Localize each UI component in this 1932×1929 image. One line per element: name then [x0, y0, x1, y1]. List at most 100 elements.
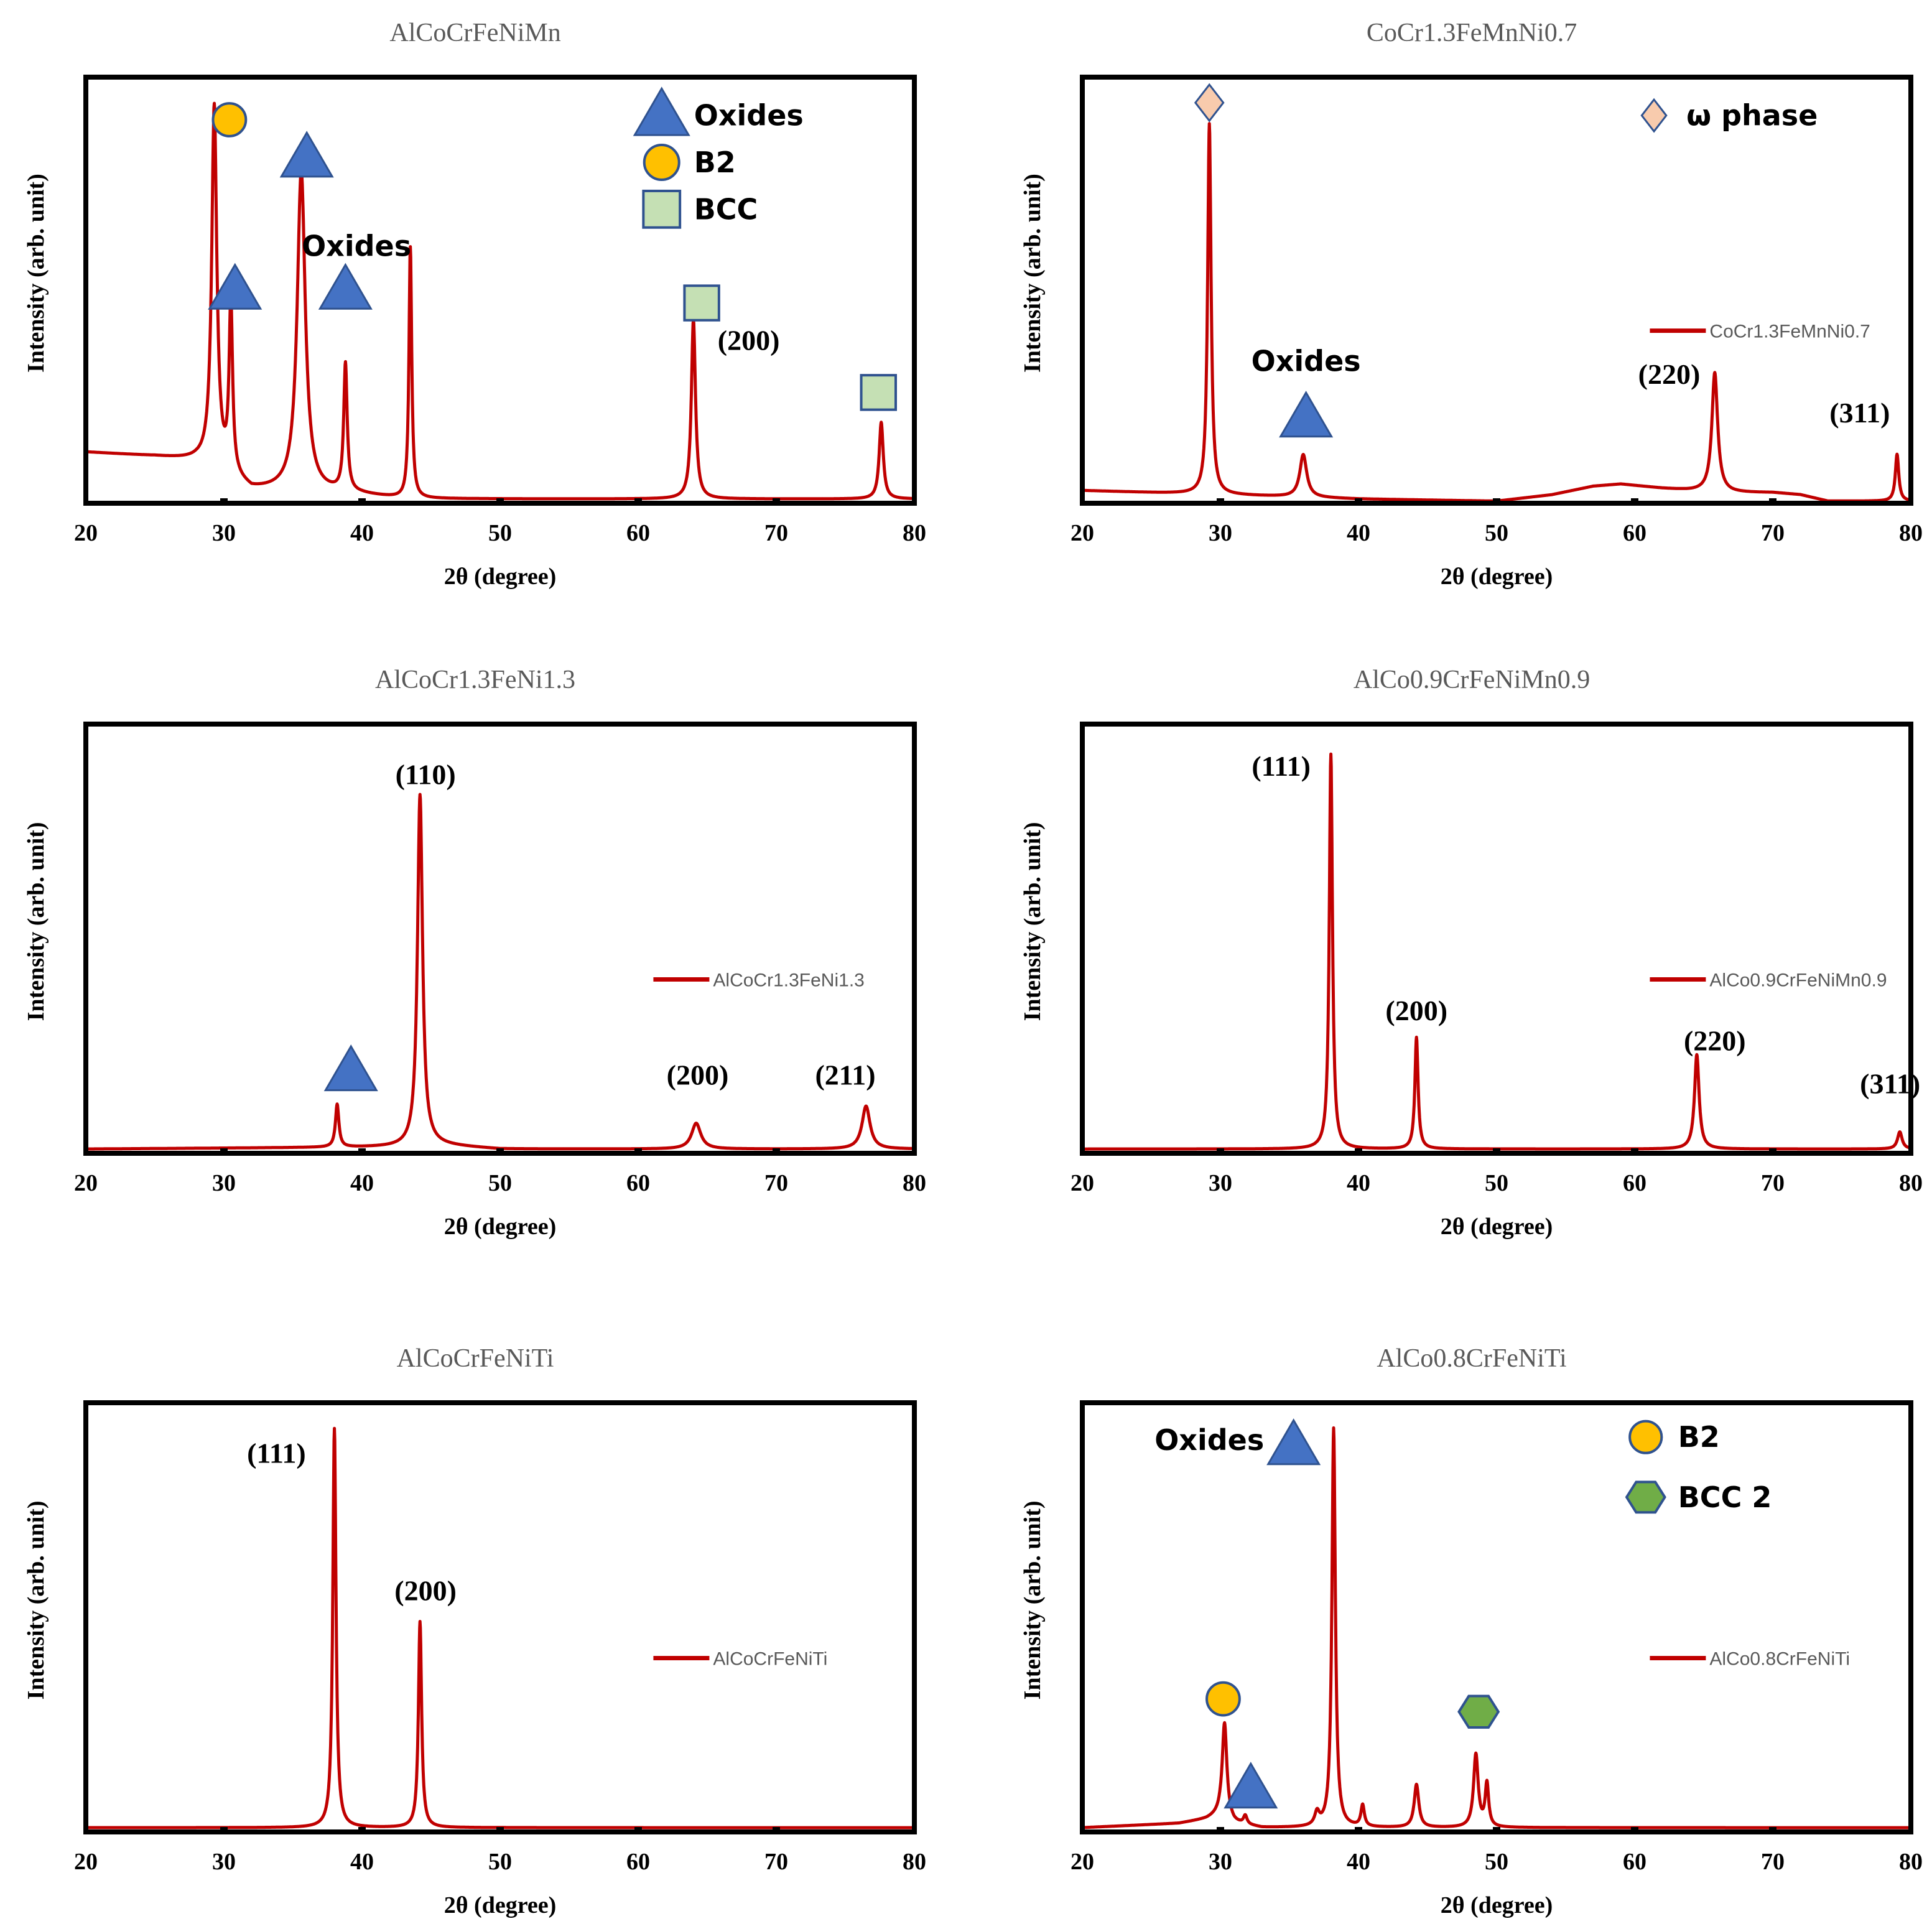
peak-index-label: (220)	[1638, 358, 1701, 390]
legend-series-label: AlCoCrFeNiTi	[713, 1649, 827, 1670]
x-tick-label: 80	[903, 1170, 926, 1196]
y-axis-label: Intensity (arb. unit)	[23, 174, 49, 373]
x-tick-label: 80	[1899, 1849, 1923, 1875]
x-tick-mark	[1631, 1148, 1638, 1155]
x-tick-label: 40	[1347, 520, 1370, 546]
x-axis-label: 2θ (degree)	[444, 1892, 557, 1918]
x-tick-mark	[773, 1148, 780, 1155]
x-tick-label: 40	[350, 1170, 374, 1196]
x-tick-label: 60	[1623, 520, 1646, 546]
x-axis-label: 2θ (degree)	[1441, 1892, 1553, 1918]
panel-title: AlCoCrFeNiMn	[389, 19, 560, 47]
x-tick-mark	[773, 498, 780, 504]
peak-index-label: (111)	[1252, 750, 1311, 782]
x-tick-label: 40	[1347, 1170, 1370, 1196]
x-tick-label: 40	[1347, 1849, 1370, 1875]
legend-hexagon-icon	[1625, 1480, 1666, 1514]
legend-label: Oxides	[694, 99, 804, 132]
x-tick-mark	[1355, 1148, 1362, 1155]
triangle-marker	[1279, 391, 1334, 438]
x-tick-label: 40	[350, 1849, 374, 1875]
x-tick-mark	[1217, 498, 1224, 504]
triangle-marker	[1266, 1418, 1321, 1466]
x-tick-mark	[1493, 1827, 1500, 1833]
triangle-marker	[1224, 1762, 1278, 1809]
y-axis-label: Intensity (arb. unit)	[1019, 174, 1046, 373]
xrd-pattern-line	[1081, 1426, 1912, 1829]
y-axis-label: Intensity (arb. unit)	[1019, 1500, 1046, 1699]
x-axis-label: 2θ (degree)	[444, 1214, 557, 1240]
x-tick-label: 20	[1070, 1849, 1094, 1875]
legend-circle-icon	[643, 144, 680, 181]
phase-annotation: Oxides	[1252, 345, 1361, 378]
x-tick-label: 60	[626, 1170, 650, 1196]
panel-title: AlCoCr1.3FeNi1.3	[375, 666, 575, 694]
x-tick-mark	[220, 1827, 228, 1833]
xrd-panel-3: AlCoCr1.3FeNi1.3 20 30 40 50 60 70 80 2θ (degree…	[23, 666, 926, 1240]
panel-title: AlCo0.9CrFeNiMn0.9	[1354, 666, 1590, 694]
legend-series-label: AlCoCr1.3FeNi1.3	[713, 970, 864, 991]
legend-series-label: AlCo0.8CrFeNiTi	[1709, 1649, 1850, 1670]
x-tick-mark	[1493, 498, 1500, 504]
x-tick-mark	[1769, 498, 1776, 504]
panel-title: AlCo0.8CrFeNiTi	[1377, 1344, 1566, 1373]
y-axis-label: Intensity (arb. unit)	[23, 822, 49, 1021]
x-tick-label: 20	[1070, 520, 1094, 546]
x-tick-label: 80	[903, 1849, 926, 1875]
peak-index-label: (311)	[1829, 397, 1890, 429]
xrd-pattern-line	[1081, 752, 1912, 1151]
x-tick-mark	[1493, 1148, 1500, 1155]
x-tick-label: 80	[1899, 1170, 1923, 1196]
legend-diamond-icon	[1640, 98, 1668, 133]
y-axis-label: Intensity (arb. unit)	[1019, 822, 1046, 1021]
legend-label: B2	[1678, 1420, 1720, 1454]
x-tick-label: 60	[1623, 1170, 1646, 1196]
panel-title: AlCoCrFeNiTi	[397, 1344, 554, 1373]
peak-index-label: (311)	[1860, 1067, 1920, 1099]
x-tick-mark	[358, 498, 366, 504]
x-tick-label: 70	[1761, 1170, 1785, 1196]
x-tick-label: 20	[1070, 1170, 1094, 1196]
peak-index-label: (211)	[815, 1059, 875, 1091]
x-tick-label: 30	[212, 1849, 236, 1875]
triangle-marker	[318, 263, 373, 310]
x-tick-label: 80	[903, 520, 926, 546]
panel-title: CoCr1.3FeMnNi0.7	[1367, 19, 1577, 47]
legend-label: B2	[694, 146, 736, 179]
square-marker	[860, 374, 898, 411]
x-tick-label: 70	[1761, 520, 1785, 546]
peak-index-label: (220)	[1684, 1025, 1746, 1056]
x-tick-label: 30	[1209, 1849, 1232, 1875]
xrd-pattern-line	[85, 1426, 916, 1829]
circle-marker	[1205, 1681, 1241, 1717]
x-tick-label: 30	[212, 520, 236, 546]
x-tick-mark	[1355, 1827, 1362, 1833]
y-axis-label: Intensity (arb. unit)	[23, 1500, 49, 1699]
plot-frame	[83, 722, 917, 1156]
legend-circle-icon	[1628, 1420, 1663, 1454]
x-tick-mark	[1217, 1827, 1224, 1833]
xrd-panel-4: AlCo0.9CrFeNiMn0.9 20 30 40 50 60 70 80 2θ (degr…	[1019, 666, 1923, 1240]
x-tick-label: 80	[1899, 520, 1923, 546]
xrd-panel-6: AlCo0.8CrFeNiTi 20 30 40 50 60 70 80 2θ (degree)…	[1019, 1344, 1923, 1918]
legend-label: BCC 2	[1678, 1480, 1772, 1514]
x-tick-label: 20	[74, 1170, 98, 1196]
x-tick-label: 50	[488, 1170, 512, 1196]
xrd-panel-5: AlCoCrFeNiTi 20 30 40 50 60 70 80 2θ (degree) Int…	[23, 1344, 926, 1918]
legend-label: ω phase	[1686, 99, 1818, 132]
hexagon-marker	[1457, 1694, 1500, 1729]
plot-frame	[83, 1400, 917, 1834]
peak-index-label: (200)	[1385, 995, 1447, 1026]
x-tick-mark	[358, 1148, 366, 1155]
phase-annotation: Oxides	[302, 230, 411, 263]
x-tick-mark	[496, 1148, 504, 1155]
plot-frame	[1080, 1400, 1913, 1834]
x-tick-mark	[358, 1827, 366, 1833]
legend-label: BCC	[694, 192, 758, 226]
x-tick-label: 30	[1209, 1170, 1232, 1196]
peak-index-label: (200)	[718, 324, 780, 356]
triangle-marker	[323, 1044, 378, 1092]
legend-series-label: AlCo0.9CrFeNiMn0.9	[1709, 970, 1887, 991]
x-tick-label: 50	[1485, 1170, 1508, 1196]
